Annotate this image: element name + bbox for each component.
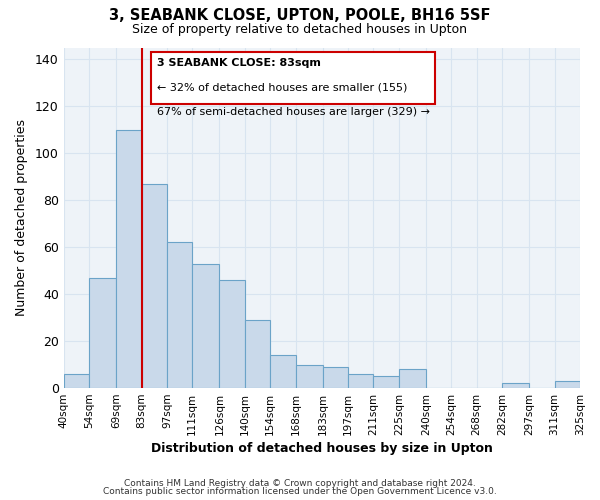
Bar <box>116 130 142 388</box>
Bar <box>554 381 580 388</box>
Bar <box>64 374 89 388</box>
Bar <box>245 320 270 388</box>
Text: 67% of semi-detached houses are larger (329) →: 67% of semi-detached houses are larger (… <box>157 108 430 118</box>
Text: ← 32% of detached houses are smaller (155): ← 32% of detached houses are smaller (15… <box>157 82 407 92</box>
Text: Size of property relative to detached houses in Upton: Size of property relative to detached ho… <box>133 22 467 36</box>
Bar <box>323 367 348 388</box>
Text: 3, SEABANK CLOSE, UPTON, POOLE, BH16 5SF: 3, SEABANK CLOSE, UPTON, POOLE, BH16 5SF <box>109 8 491 22</box>
Bar <box>399 370 426 388</box>
Bar <box>89 278 116 388</box>
Text: 3 SEABANK CLOSE: 83sqm
← 32% of detached houses are smaller (155)
67% of semi-de: 3 SEABANK CLOSE: 83sqm ← 32% of detached… <box>157 58 430 99</box>
Text: Contains HM Land Registry data © Crown copyright and database right 2024.: Contains HM Land Registry data © Crown c… <box>124 478 476 488</box>
Bar <box>167 242 193 388</box>
Text: 3 SEABANK CLOSE: 83sqm: 3 SEABANK CLOSE: 83sqm <box>157 58 320 68</box>
Bar <box>142 184 167 388</box>
Bar <box>373 376 399 388</box>
Text: Contains public sector information licensed under the Open Government Licence v3: Contains public sector information licen… <box>103 487 497 496</box>
Y-axis label: Number of detached properties: Number of detached properties <box>15 120 28 316</box>
Bar <box>270 355 296 388</box>
Bar <box>220 280 245 388</box>
Bar <box>348 374 373 388</box>
Bar <box>296 364 323 388</box>
Bar <box>502 384 529 388</box>
X-axis label: Distribution of detached houses by size in Upton: Distribution of detached houses by size … <box>151 442 493 455</box>
Bar <box>193 264 220 388</box>
